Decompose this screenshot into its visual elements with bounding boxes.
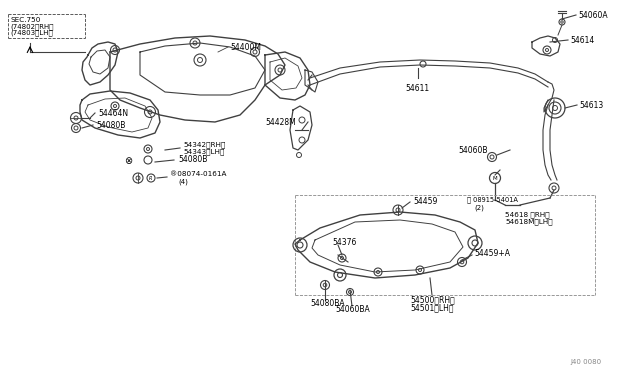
Text: 54376: 54376 (332, 237, 356, 247)
Text: 54060B: 54060B (458, 145, 488, 154)
Text: M: M (493, 176, 497, 180)
Text: 54080B: 54080B (96, 121, 125, 129)
Text: ⊗: ⊗ (124, 156, 132, 166)
Text: SEC.750: SEC.750 (10, 17, 40, 23)
Text: 54618M〈LH〉: 54618M〈LH〉 (505, 219, 552, 225)
Text: R: R (149, 176, 153, 180)
Text: J40 0080: J40 0080 (570, 359, 601, 365)
Text: (74803〈LH〉: (74803〈LH〉 (10, 30, 52, 36)
Text: 54500〈RH〉: 54500〈RH〉 (410, 295, 455, 305)
Text: 54459+A: 54459+A (474, 250, 510, 259)
Text: (2): (2) (474, 205, 484, 211)
Text: 54618 〈RH〉: 54618 〈RH〉 (505, 212, 550, 218)
Text: 54428M: 54428M (265, 118, 296, 126)
Text: ®08074-0161A: ®08074-0161A (170, 171, 227, 177)
Text: Ⓜ 08915-5401A: Ⓜ 08915-5401A (467, 197, 518, 203)
Text: 54464N: 54464N (98, 109, 128, 118)
Text: 54060A: 54060A (578, 10, 607, 19)
Text: 54501〈LH〉: 54501〈LH〉 (410, 304, 454, 312)
Text: 54342〈RH〉: 54342〈RH〉 (183, 142, 225, 148)
Text: 54080B: 54080B (178, 154, 207, 164)
Text: (74802〈RH〉: (74802〈RH〉 (10, 24, 54, 30)
Text: (4): (4) (178, 179, 188, 185)
Text: 54400M: 54400M (230, 42, 261, 51)
Text: 54611: 54611 (405, 83, 429, 93)
Text: 54343〈LH〉: 54343〈LH〉 (183, 149, 225, 155)
Text: 54459: 54459 (413, 196, 437, 205)
Text: 54614: 54614 (570, 35, 595, 45)
Text: 54613: 54613 (579, 100, 604, 109)
Text: 54080BA: 54080BA (310, 298, 344, 308)
Text: 54060BA: 54060BA (335, 305, 370, 314)
